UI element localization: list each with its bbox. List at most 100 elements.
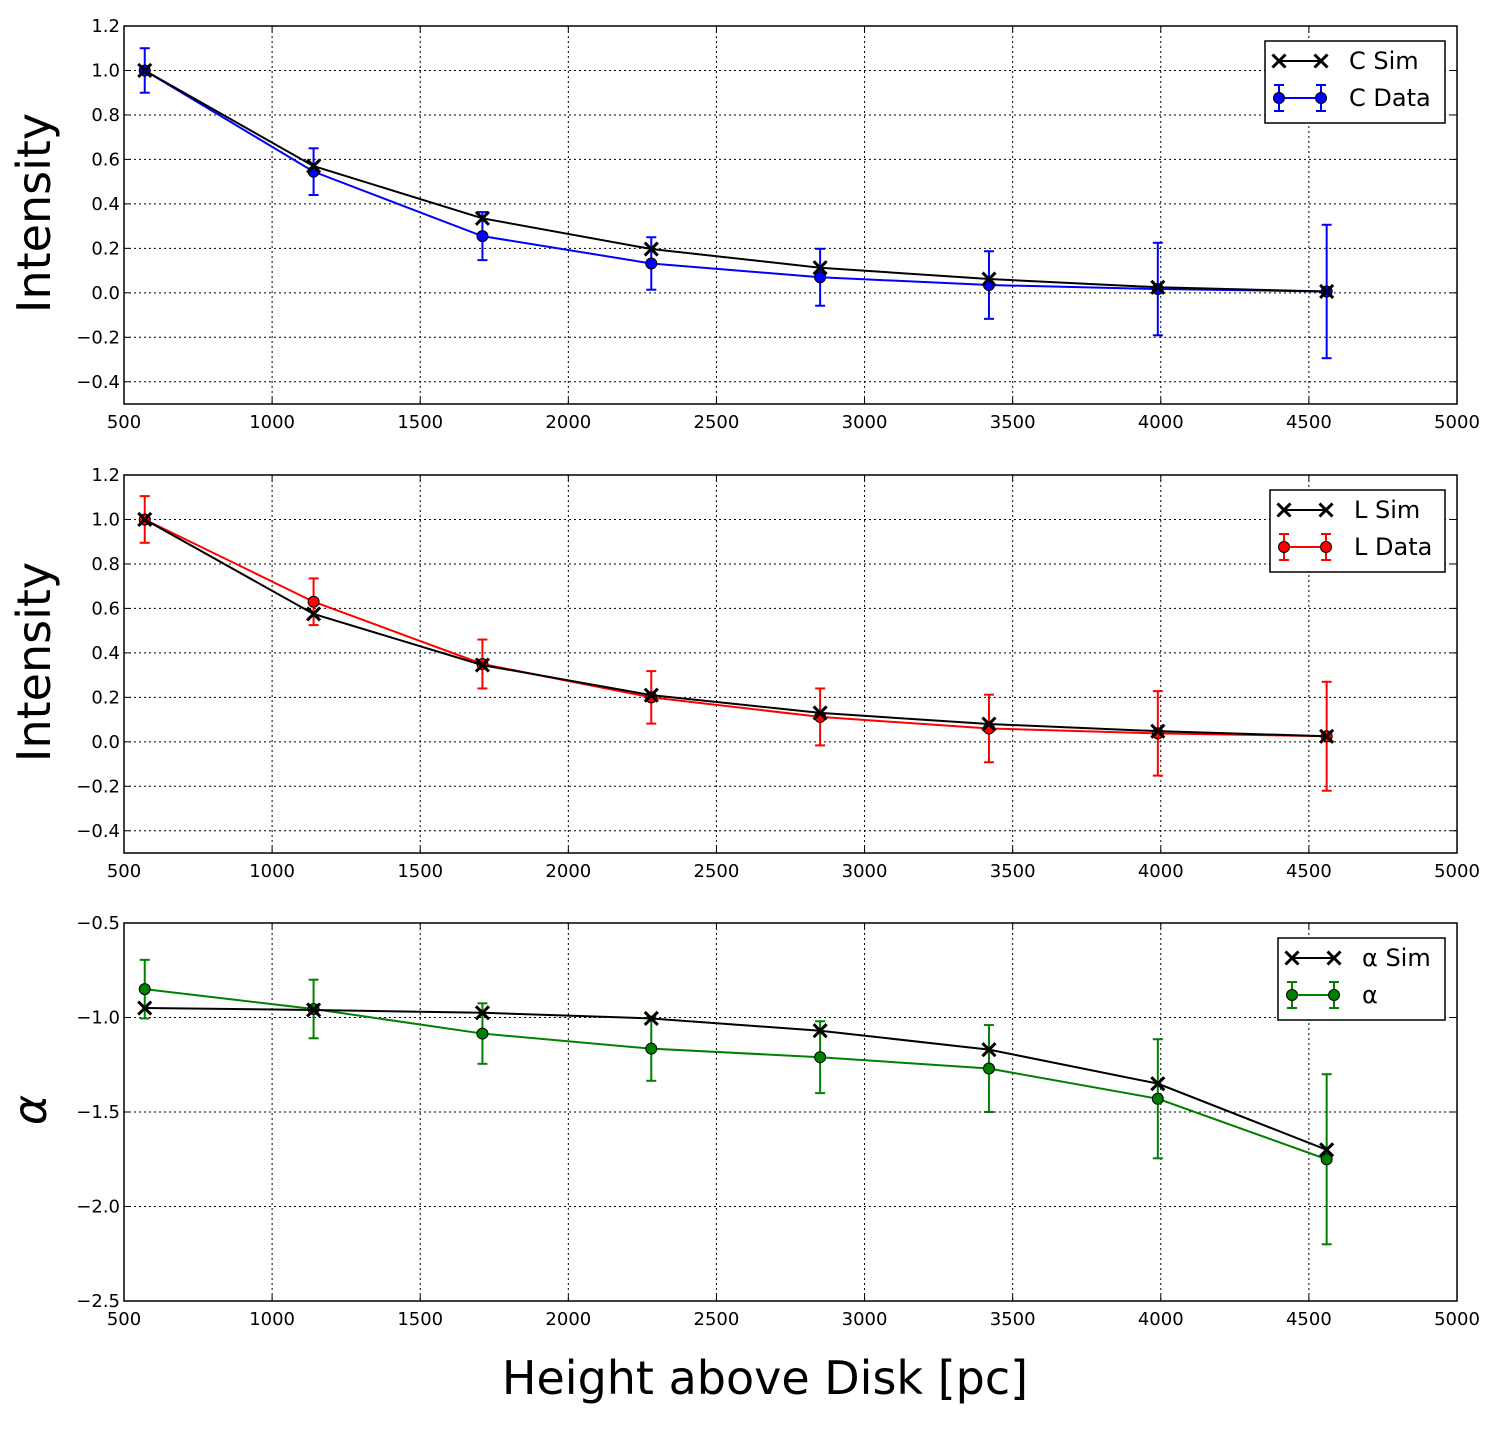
legend-marker-b-c-sim-stroke-b <box>1313 53 1329 69</box>
legend-marker-a-alpha-sim <box>1284 950 1300 966</box>
point-l-l-sim-5 <box>981 716 997 732</box>
legend-alpha: α Sim α <box>1277 937 1446 1021</box>
series-line-l-l-data <box>144 518 1327 738</box>
series-c <box>137 47 1335 360</box>
x-tick-label-l-4500: 4500 <box>1286 861 1332 882</box>
x-tick-label-c-2500: 2500 <box>694 412 740 433</box>
legend-marker-l-data-1 <box>1320 541 1332 553</box>
legend-symbol-c-sim <box>1271 53 1329 69</box>
y-tick-label-l-5: 0.2 <box>91 687 120 708</box>
axes-frame-c <box>123 25 1458 405</box>
point-c-c-data-4 <box>814 271 827 284</box>
point-alpha-sim-7 <box>1319 1142 1335 1158</box>
y-tick-label-c-5: 0.2 <box>91 238 120 259</box>
point-c-c-sim-3 <box>643 241 659 257</box>
point-c-c-sim-7 <box>1319 283 1335 300</box>
x-tick-label-alpha-3500: 3500 <box>990 1309 1036 1330</box>
x-tick-label-c-500: 500 <box>107 412 141 433</box>
panel-c: 500 1000 1500 2000 2500 3000 3500 4000 4500 5000 1… <box>7 16 1480 433</box>
y-tick-label-l-1: 1.0 <box>91 509 120 530</box>
point-alpha-sim-2-stroke-b <box>474 1005 490 1021</box>
x-tick-label-l-2000: 2000 <box>545 861 591 882</box>
point-alpha-sim-6 <box>1150 1076 1166 1092</box>
y-tick-label-c-6: 0.0 <box>91 283 120 304</box>
ticks-c: 500 1000 1500 2000 2500 3000 3500 4000 4500 5000 1… <box>76 16 1480 433</box>
y-axis-label-c: Intensity <box>7 113 61 313</box>
point-alpha-sim-3-stroke-b <box>643 1010 659 1027</box>
point-l-l-sim-4 <box>812 705 828 721</box>
legend-marker-b-alpha-sim-stroke-b <box>1326 950 1342 966</box>
point-alpha-sim-5 <box>981 1042 997 1058</box>
x-tick-label-c-4500: 4500 <box>1286 412 1332 433</box>
point-c-c-data-3 <box>645 257 658 270</box>
point-alpha-sim-0 <box>137 1000 153 1016</box>
y-tick-label-c-1: 1.0 <box>91 60 120 81</box>
legend-marker-b-alpha-sim <box>1326 950 1342 966</box>
point-l-l-sim-1 <box>306 606 322 622</box>
y-tick-label-c-2: 0.8 <box>91 105 120 126</box>
point-alpha-s1-3 <box>645 1042 658 1055</box>
point-alpha-sim-7-stroke-b <box>1319 1142 1335 1158</box>
point-l-l-sim-4-stroke-b <box>812 705 828 721</box>
y-tick-label-alpha-0: −0.5 <box>76 913 120 934</box>
x-tick-label-alpha-4000: 4000 <box>1138 1309 1184 1330</box>
x-tick-label-l-500: 500 <box>107 861 141 882</box>
legend-marker-a-c-sim-stroke-b <box>1271 53 1287 69</box>
x-tick-label-alpha-1500: 1500 <box>397 1309 443 1330</box>
y-tick-label-c-4: 0.4 <box>91 194 120 215</box>
point-l-l-sim-2-stroke-b <box>474 657 490 673</box>
point-alpha-sim-4-stroke-b <box>812 1023 828 1039</box>
point-c-c-sim-7-stroke-b <box>1319 283 1335 300</box>
point-alpha-sim-1 <box>306 1002 322 1018</box>
y-tick-label-alpha-4: −2.5 <box>76 1291 120 1312</box>
x-tick-label-alpha-1000: 1000 <box>249 1309 295 1330</box>
point-c-c-sim-0 <box>137 62 153 79</box>
point-alpha-sim-2 <box>474 1005 490 1021</box>
point-l-l-sim-6 <box>1150 723 1166 739</box>
y-tick-label-alpha-1: −1.0 <box>76 1008 120 1029</box>
point-l-l-sim-0-stroke-b <box>137 511 153 528</box>
series-line-alpha-s1 <box>144 988 1327 1161</box>
x-tick-label-alpha-3000: 3000 <box>842 1309 888 1330</box>
point-l-l-sim-6-stroke-b <box>1150 723 1166 739</box>
point-c-c-data-2 <box>476 230 489 243</box>
point-alpha-sim-4 <box>812 1023 828 1039</box>
legend-marker-b-l-sim-stroke-b <box>1318 502 1334 518</box>
point-c-c-sim-5-stroke-b <box>981 271 997 287</box>
point-l-l-data-1 <box>307 595 320 608</box>
legend-label-alpha-data: α <box>1362 981 1378 1009</box>
y-tick-label-c-7: −0.2 <box>76 327 120 348</box>
point-alpha-s1-5 <box>982 1062 995 1075</box>
legend-label-l-data: L Data <box>1354 533 1432 561</box>
series-line-l-l-sim <box>144 518 1327 738</box>
legend-symbol-l-data <box>1278 533 1332 561</box>
legend-marker-a-l-sim <box>1276 502 1292 518</box>
series-alpha <box>137 958 1335 1246</box>
point-alpha-s1-6 <box>1151 1092 1164 1105</box>
legend-marker-a-c-sim <box>1271 53 1287 69</box>
legend-marker-l-data-0 <box>1278 541 1290 553</box>
point-alpha-s1-7 <box>1320 1153 1333 1166</box>
x-tick-label-l-3500: 3500 <box>990 861 1036 882</box>
legend-c: C Sim C Data <box>1264 40 1446 124</box>
point-l-l-sim-7 <box>1319 728 1335 744</box>
x-tick-label-alpha-500: 500 <box>107 1309 141 1330</box>
grid-l <box>124 475 1457 853</box>
x-tick-label-c-1500: 1500 <box>397 412 443 433</box>
point-l-l-sim-3 <box>643 687 659 703</box>
x-tick-label-l-2500: 2500 <box>694 861 740 882</box>
point-alpha-s1-2 <box>476 1027 489 1040</box>
x-tick-label-alpha-5000: 5000 <box>1434 1309 1480 1330</box>
point-c-c-sim-3-stroke-b <box>643 241 659 257</box>
legend-marker-b-l-sim <box>1318 502 1334 518</box>
point-alpha-sim-6-stroke-b <box>1150 1076 1166 1092</box>
legend-label-c-data: C Data <box>1349 84 1431 112</box>
legend-label-c-sim: C Sim <box>1349 47 1419 75</box>
point-l-l-sim-2 <box>474 657 490 673</box>
x-tick-label-l-3000: 3000 <box>842 861 888 882</box>
point-alpha-sim-0-stroke-b <box>137 1000 153 1016</box>
point-l-l-sim-3-stroke-b <box>643 687 659 703</box>
legend-box-alpha <box>1277 937 1446 1021</box>
